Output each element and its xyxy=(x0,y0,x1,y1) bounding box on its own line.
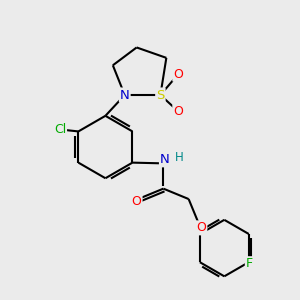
Text: N: N xyxy=(160,153,170,166)
Text: F: F xyxy=(246,257,253,270)
Text: H: H xyxy=(175,151,183,164)
Text: O: O xyxy=(196,221,206,234)
Text: Cl: Cl xyxy=(54,123,66,136)
Text: O: O xyxy=(173,68,183,81)
Text: O: O xyxy=(173,105,183,118)
Text: S: S xyxy=(156,88,165,101)
Text: O: O xyxy=(132,195,142,208)
Text: N: N xyxy=(120,88,130,101)
